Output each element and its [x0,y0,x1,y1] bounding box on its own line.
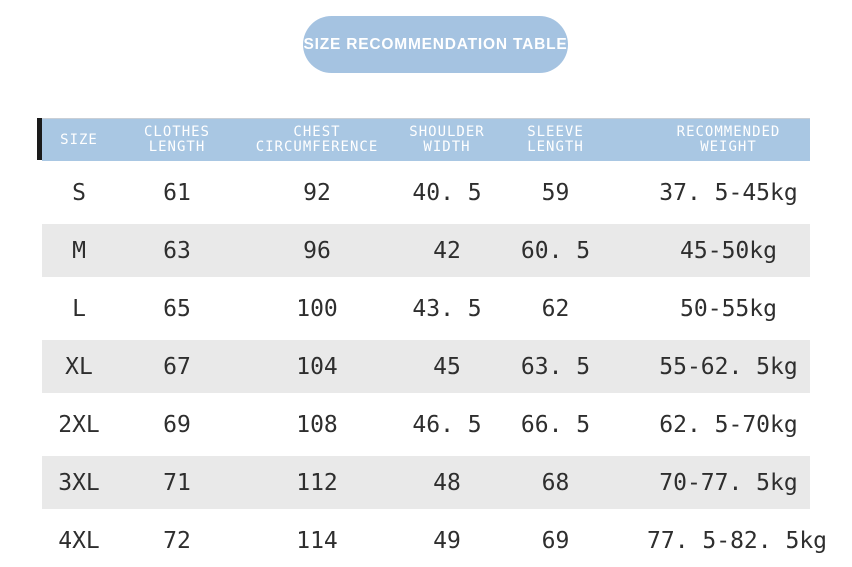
column-header: CHEST CIRCUMFERENCE [238,118,396,161]
table-cell: 59 [498,161,613,219]
table-cell: 108 [238,393,396,451]
table-cell: 66. 5 [498,393,613,451]
size-cell: 4XL [42,509,116,567]
size-cell: 2XL [42,393,116,451]
table-cell: 50-55kg [613,277,810,335]
table-row: 4XL 72 114 49 69 77. 5-82. 5kg [42,509,827,567]
table-cell: 43. 5 [396,277,498,335]
column-header: SIZE [42,118,116,161]
table-cell: 37. 5-45kg [613,161,810,219]
page-title: SIZE RECOMMENDATION TABLE [303,35,568,53]
column-header: SHOULDER WIDTH [396,118,498,161]
table-cell: 77. 5-82. 5kg [613,509,827,567]
size-cell: S [42,161,116,219]
table-cell: 67 [116,335,238,393]
table-cell: 69 [498,509,613,567]
size-cell: L [42,277,116,335]
table-cell: 60. 5 [498,219,613,277]
table-row: S 61 92 40. 5 59 37. 5-45kg [42,161,810,219]
table-cell: 63. 5 [498,335,613,393]
table-cell: 65 [116,277,238,335]
table-cell: 45 [396,335,498,393]
table-cell: 114 [238,509,396,567]
table-row: M 63 96 42 60. 5 45-50kg [42,219,810,277]
table-cell: 45-50kg [613,219,810,277]
table-header-row: SIZE CLOTHES LENGTH CHEST CIRCUMFERENCE SHO… [42,118,810,161]
table-cell: 92 [238,161,396,219]
table-row: 3XL 71 112 48 68 70-77. 5kg [42,451,810,509]
column-header: RECOMMENDED WEIGHT [613,118,810,161]
table-cell: 49 [396,509,498,567]
table-cell: 62. 5-70kg [613,393,810,451]
table-cell: 104 [238,335,396,393]
table-row: 2XL 69 108 46. 5 66. 5 62. 5-70kg [42,393,810,451]
table-cell: 61 [116,161,238,219]
table-cell: 96 [238,219,396,277]
table-row: XL 67 104 45 63. 5 55-62. 5kg [42,335,810,393]
table-cell: 69 [116,393,238,451]
table-cell: 40. 5 [396,161,498,219]
table-cell: 55-62. 5kg [613,335,810,393]
table-body: S 61 92 40. 5 59 37. 5-45kg M 63 96 42 60. 5 45-50k… [42,161,827,567]
size-cell: M [42,219,116,277]
table-row: L 65 100 43. 5 62 50-55kg [42,277,810,335]
size-cell: 3XL [42,451,116,509]
table-cell: 100 [238,277,396,335]
table-cell: 63 [116,219,238,277]
size-recommendation-table: SIZE CLOTHES LENGTH CHEST CIRCUMFERENCE SHO… [42,118,827,567]
title-pill: SIZE RECOMMENDATION TABLE [303,16,568,73]
table-cell: 72 [116,509,238,567]
table-cell: 46. 5 [396,393,498,451]
table-cell: 42 [396,219,498,277]
table-cell: 112 [238,451,396,509]
table-cell: 71 [116,451,238,509]
table-cell: 70-77. 5kg [613,451,810,509]
table-cell: 62 [498,277,613,335]
header-accent-bar [37,118,43,160]
column-header: CLOTHES LENGTH [116,118,238,161]
table-cell: 48 [396,451,498,509]
size-cell: XL [42,335,116,393]
table-cell: 68 [498,451,613,509]
column-header: SLEEVE LENGTH [498,118,613,161]
